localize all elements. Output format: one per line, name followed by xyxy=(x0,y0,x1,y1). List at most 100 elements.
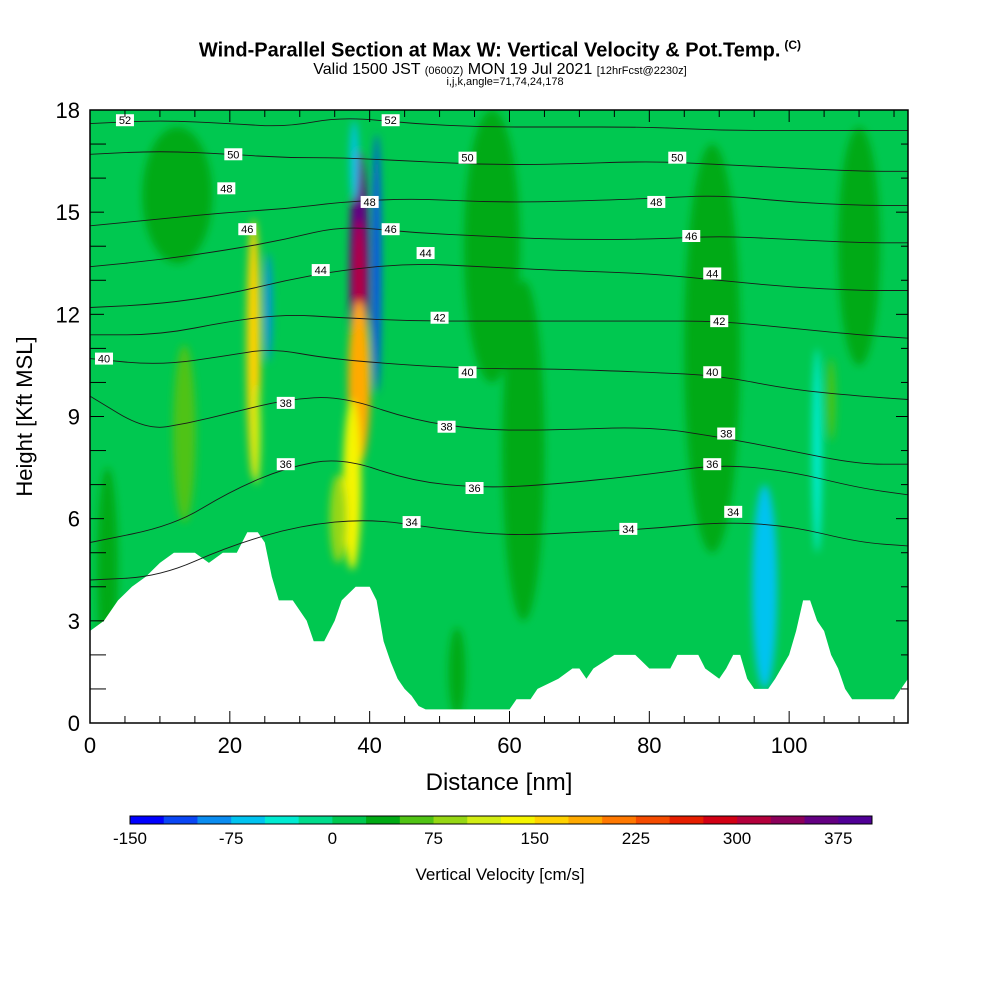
terrain xyxy=(90,532,908,723)
y-tick-label: 18 xyxy=(56,98,80,123)
isentrope-label-group: 40 xyxy=(458,366,477,379)
isentrope-label: 52 xyxy=(119,115,131,127)
isentrope-label: 40 xyxy=(461,367,473,379)
isentrope-label: 50 xyxy=(227,149,239,161)
isentrope-label-box xyxy=(402,516,421,529)
colorbar-tick-label: -150 xyxy=(113,829,147,848)
isentrope-label: 34 xyxy=(622,524,634,536)
isentrope-label: 52 xyxy=(385,115,397,127)
w-cell xyxy=(684,144,741,553)
colorbar-swatch xyxy=(366,816,401,824)
x-tick-label: 80 xyxy=(637,733,661,758)
w-cell xyxy=(838,127,881,366)
isentrope-34 xyxy=(90,520,908,581)
isentrope-label-group: 44 xyxy=(311,264,330,277)
isentrope-label: 46 xyxy=(241,224,253,236)
isentrope-label-group: 40 xyxy=(703,366,722,379)
y-tick-label: 12 xyxy=(56,302,80,327)
isentrope-label: 48 xyxy=(220,183,232,195)
isentrope-label-group: 44 xyxy=(416,247,435,260)
isentrope-label-group: 50 xyxy=(458,151,477,165)
isentrope-label-box xyxy=(703,267,722,280)
isentropes: 34 34 34 36 36 36 38 38 38 40 40 40 42 42 44 44 44 46 46 46… xyxy=(90,114,908,581)
colorbar-swatch xyxy=(264,816,300,824)
colorbar-swatch xyxy=(635,816,671,824)
isentrope-label: 50 xyxy=(461,153,473,165)
y-tick-label: 0 xyxy=(68,711,80,736)
isentrope-label-group: 48 xyxy=(217,182,236,195)
isentrope-label-group: 46 xyxy=(238,223,257,236)
w-cell xyxy=(752,484,778,689)
isentrope-label-box xyxy=(647,195,666,208)
isentrope-label-box xyxy=(458,366,477,379)
isentrope-label-box xyxy=(360,195,379,208)
isentrope-label-group: 48 xyxy=(647,195,666,209)
forecast-info: [12hrFcst@2230z] xyxy=(596,65,687,77)
valid-prefix: Valid 1500 JST xyxy=(313,61,421,78)
isentrope-label-group: 36 xyxy=(703,458,722,471)
valid-date: MON 19 Jul 2021 xyxy=(467,61,593,78)
isentrope-label-group: 52 xyxy=(115,114,134,127)
y-tick-label: 15 xyxy=(56,200,80,225)
isentrope-label: 44 xyxy=(315,265,327,277)
colorbar-swatch xyxy=(197,816,232,824)
colorbar-swatch xyxy=(534,816,569,824)
terrain-mask xyxy=(90,532,908,723)
w-cell xyxy=(448,627,466,717)
colorbar-swatch xyxy=(231,816,266,824)
isentrope-48 xyxy=(90,195,908,227)
isentrope-label: 46 xyxy=(685,231,697,243)
w-cell xyxy=(350,120,359,202)
colorbar-swatch xyxy=(130,816,165,824)
isentrope-label-box xyxy=(724,505,743,518)
isentrope-label-group: 38 xyxy=(276,396,295,410)
isentrope-label-box xyxy=(710,315,729,328)
isentrope-label: 48 xyxy=(650,197,662,209)
isentrope-label-box xyxy=(717,427,736,440)
colorbar-swatch xyxy=(163,816,198,824)
colorbar-label: Vertical Velocity [cm/s] xyxy=(415,865,584,884)
isentrope-label-group: 38 xyxy=(437,420,456,434)
isentrope-label-group: 40 xyxy=(94,352,113,366)
y-tick-label: 3 xyxy=(68,609,80,634)
chart-title: Wind-Parallel Section at Max W: Vertical… xyxy=(198,38,802,62)
isentrope-label-box xyxy=(458,151,477,164)
colorbar-swatch xyxy=(568,816,603,824)
colorbar-swatch xyxy=(399,816,435,824)
x-tick-label: 20 xyxy=(218,733,242,758)
x-axis-label: Distance [nm] xyxy=(426,769,573,796)
isentrope-label: 38 xyxy=(280,398,292,410)
isentrope-label: 44 xyxy=(419,248,431,260)
isentrope-label-box xyxy=(217,182,236,195)
isentrope-36 xyxy=(90,460,908,543)
isentrope-label: 46 xyxy=(385,224,397,236)
y-axis-label: Height [Kft MSL] xyxy=(12,336,37,496)
valid-zulu: (0600Z) xyxy=(424,65,464,77)
isentrope-label-group: 42 xyxy=(710,315,729,328)
colorbar-tick-label: 150 xyxy=(521,829,549,848)
w-cell xyxy=(142,127,213,264)
colorbar-swatch xyxy=(467,816,502,824)
isentrope-label: 36 xyxy=(468,483,480,495)
colorbar-tick-label: -75 xyxy=(219,829,244,848)
isentrope-label: 48 xyxy=(364,197,376,209)
title-tag: (C) xyxy=(784,38,802,52)
isentrope-label-box xyxy=(238,223,257,236)
colorbar-tick-label: 225 xyxy=(622,829,650,848)
isentrope-label-box xyxy=(224,148,243,161)
colorbar-tick-label: 75 xyxy=(424,829,443,848)
w-cell xyxy=(343,399,362,570)
isentrope-52 xyxy=(90,118,908,131)
field-features xyxy=(96,110,881,717)
isentrope-label-group: 52 xyxy=(381,114,400,127)
isentrope-label: 40 xyxy=(706,367,718,379)
isentrope-label-box xyxy=(311,264,330,277)
isentrope-label-group: 50 xyxy=(668,151,687,165)
isentrope-label-box xyxy=(703,458,722,471)
isentrope-label-box xyxy=(682,230,701,243)
isentrope-44 xyxy=(90,263,908,308)
y-tick-label: 6 xyxy=(68,507,80,532)
colorbar-frame xyxy=(129,815,873,825)
